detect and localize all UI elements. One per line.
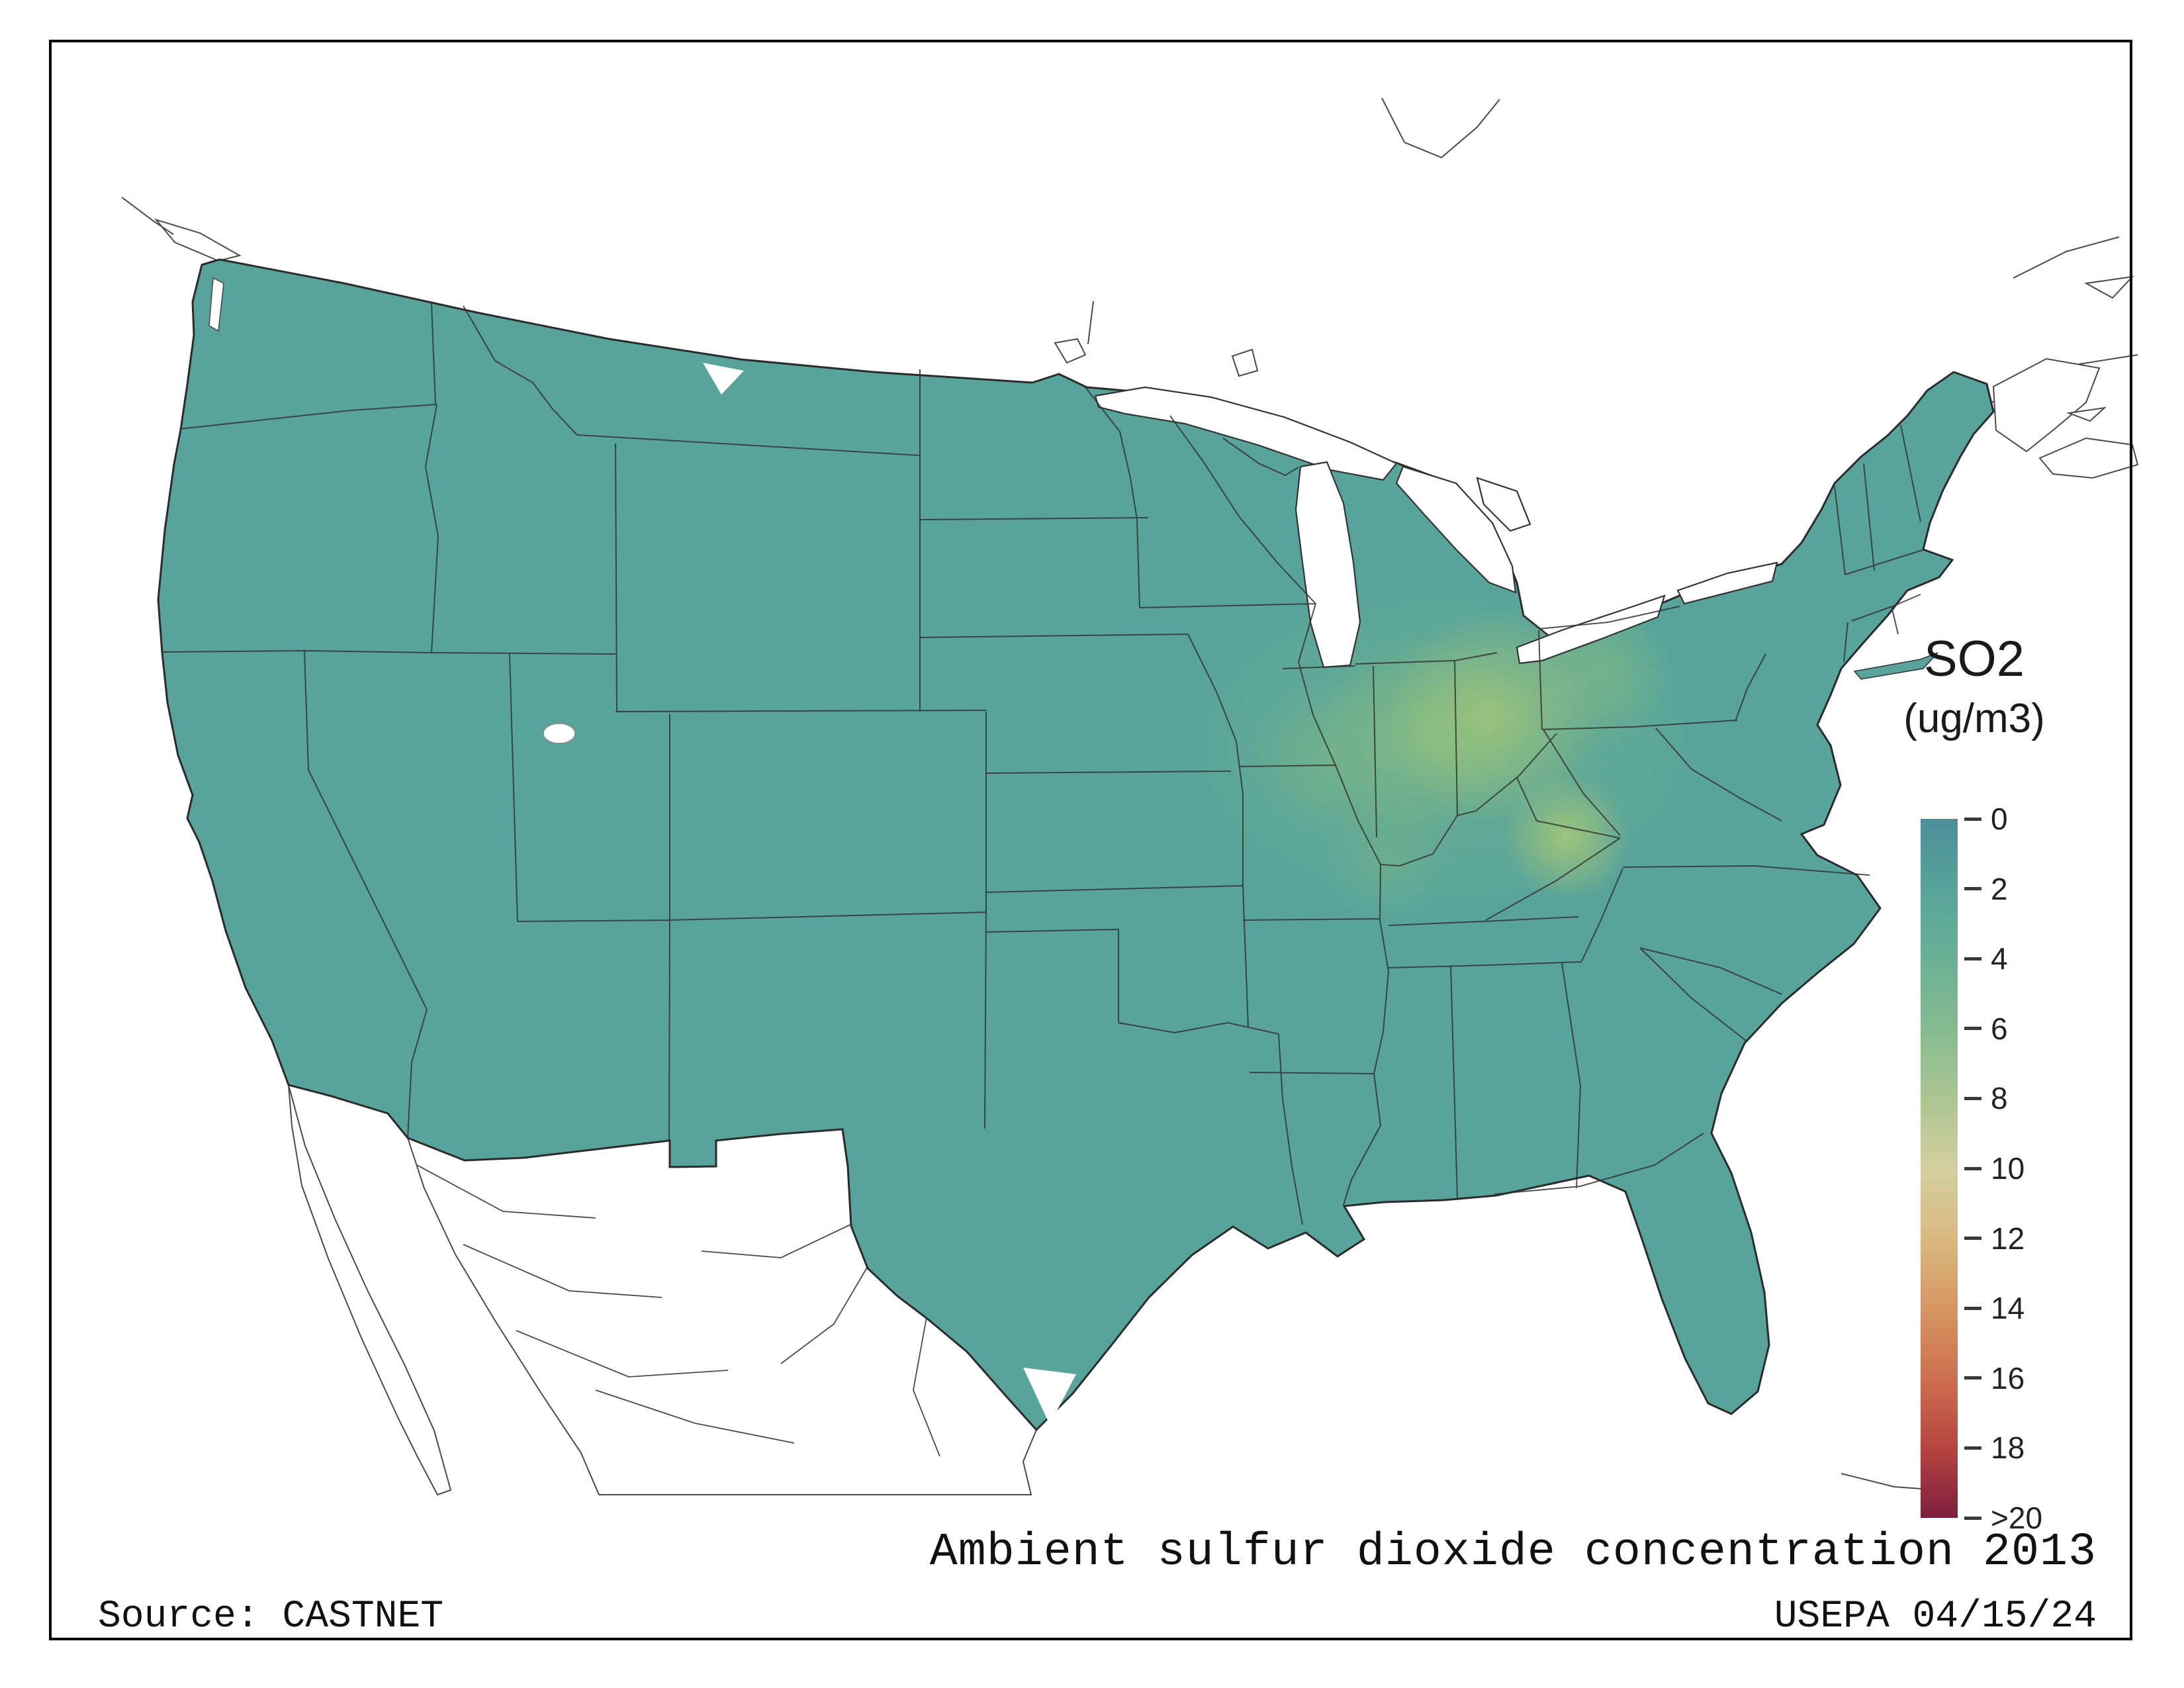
tick-label: 6: [1991, 1011, 2008, 1046]
legend-tick: 2: [1964, 871, 2008, 907]
anticosti-island: [2083, 275, 2134, 299]
hotspot-wv-va-border: [1504, 774, 1630, 900]
legend-tick: 16: [1964, 1360, 2025, 1396]
legend-tick: 8: [1964, 1080, 2008, 1116]
no-data-wedge-montana: [703, 363, 744, 395]
tick-label: >20: [1991, 1501, 2043, 1535]
tick-mark: [1964, 1446, 1981, 1450]
tick-mark: [1964, 1096, 1981, 1100]
lake-superior: [1094, 386, 1398, 481]
tick-mark: [1964, 817, 1981, 821]
map-details: [208, 277, 1938, 1425]
tick-mark: [1964, 957, 1981, 961]
vancouver-island: [154, 218, 242, 262]
legend-colorbar: [1921, 819, 1958, 1518]
tick-mark: [1964, 1027, 1981, 1031]
tick-mark: [1964, 1306, 1981, 1310]
tick-mark: [1964, 887, 1981, 891]
tick-label: 18: [1991, 1430, 2025, 1466]
legend-tick: 4: [1964, 941, 2008, 976]
tick-label: 0: [1991, 802, 2008, 836]
tick-label: 4: [1991, 941, 2008, 976]
legend-tick: 14: [1964, 1290, 2025, 1326]
legend-tick: 10: [1964, 1150, 2025, 1186]
mexico-state-borders: [416, 1164, 940, 1457]
james-bay-coast: [1381, 97, 1500, 159]
lake-ontario: [1676, 561, 1778, 605]
us-landmass: [157, 258, 1995, 1432]
new-brunswick-gaspe: [1992, 357, 2101, 453]
so2-legend: SO2 (ug/m3) 0 2 4 6 8 10 12 14 16 18 >20: [1872, 630, 2176, 1557]
long-island: [1853, 652, 1938, 680]
lake-erie: [1516, 594, 1666, 665]
tick-label: 14: [1991, 1291, 2025, 1326]
legend-title: SO2: [1923, 631, 2025, 687]
legend-subtitle: (ug/m3): [1903, 696, 2045, 741]
lake-of-the-woods: [1054, 338, 1087, 364]
credit-text: USEPA 04/15/24: [1774, 1595, 2097, 1638]
source-text: Source: CASTNET: [98, 1595, 444, 1638]
hotspot-kentucky: [1320, 794, 1453, 927]
bc-coastline: [121, 197, 174, 235]
nova-scotia: [2038, 437, 2139, 479]
legend-tick: >20: [1964, 1500, 2042, 1536]
legend-tick: 12: [1964, 1221, 2025, 1256]
puget-sound: [208, 277, 224, 332]
tick-mark: [1964, 1166, 1981, 1170]
tick-label: 2: [1991, 871, 2008, 906]
great-salt-lake: [543, 723, 576, 744]
tick-label: 16: [1991, 1360, 2025, 1395]
legend-tick: 6: [1964, 1011, 2008, 1047]
map-title: Ambient sulfur dioxide concentration 201…: [929, 1526, 2097, 1579]
georgian-bay: [1476, 477, 1531, 532]
state-borders: [161, 303, 1925, 1225]
tick-label: 8: [1991, 1081, 2008, 1116]
tick-mark: [1964, 1376, 1981, 1380]
tick-mark: [1964, 1516, 1981, 1520]
legend-tick: 18: [1964, 1430, 2025, 1466]
lake-nipigon: [1231, 348, 1259, 377]
lake-huron: [1395, 465, 1517, 594]
prince-edward-island: [2066, 406, 2107, 422]
great-lakes: [1094, 386, 1778, 669]
no-data-wedge-texas: [1023, 1368, 1076, 1425]
quebec-north-coast: [2013, 236, 2120, 279]
tick-label: 12: [1991, 1221, 2025, 1256]
legend-ticks: 0 2 4 6 8 10 12 14 16 18 >20: [1964, 802, 2123, 1535]
baja-california: [288, 1084, 452, 1496]
tick-label: 10: [1991, 1151, 2025, 1186]
lake-winnipeg-tip: [1087, 301, 1094, 345]
legend-tick: 0: [1964, 801, 2008, 837]
tick-mark: [1964, 1237, 1981, 1241]
